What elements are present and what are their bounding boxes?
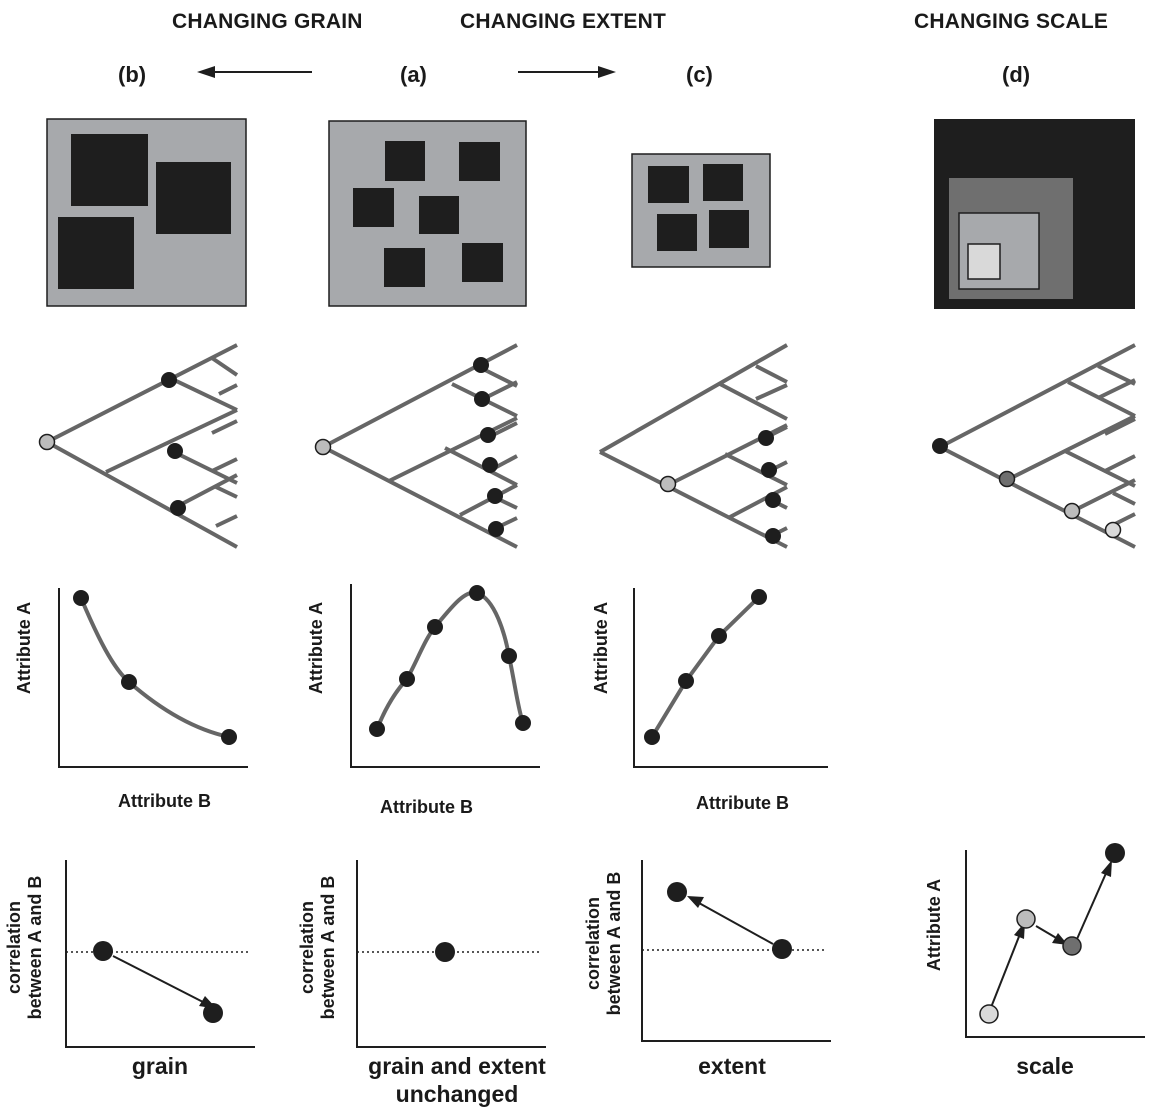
correlation-plot-c bbox=[641, 860, 831, 1042]
hierarchy-tree-a bbox=[314, 343, 518, 549]
x-axis-label-line1: grain and extent bbox=[368, 1053, 546, 1079]
landscape-panel-b bbox=[46, 118, 247, 307]
correlation-label-line2: between A and B bbox=[25, 875, 45, 1020]
hierarchy-tree-b bbox=[38, 343, 239, 549]
correlation-label-line2: between A and B bbox=[318, 875, 338, 1020]
x-axis-label-grain-and-extent-unchanged: grain and extent unchanged bbox=[332, 1052, 582, 1108]
y-axis-label-c: Attribute A bbox=[591, 601, 611, 695]
x-axis-label-extent: extent bbox=[698, 1053, 766, 1079]
arrow-left-icon bbox=[197, 66, 312, 78]
header-changing-grain: CHANGING GRAIN bbox=[172, 10, 363, 33]
x-axis-label-b: Attribute B bbox=[118, 791, 211, 811]
panel-label-a: (a) bbox=[400, 62, 427, 87]
correlation-label-line1: correlation bbox=[583, 896, 603, 991]
x-axis-label-scale: scale bbox=[1016, 1053, 1074, 1079]
y-axis-label-correlation-a: correlation between A and B bbox=[297, 855, 339, 1040]
y-axis-label-scale: Attribute A bbox=[924, 878, 944, 972]
landscape-panel-d-nested-scales bbox=[934, 119, 1135, 309]
panel-label-c: (c) bbox=[686, 62, 713, 87]
attribute-plot-b bbox=[58, 588, 248, 768]
y-axis-label-b: Attribute A bbox=[14, 601, 34, 695]
x-axis-label-grain: grain bbox=[131, 1053, 189, 1079]
attribute-plot-c bbox=[633, 588, 828, 768]
x-axis-label-line2: unchanged bbox=[395, 1081, 519, 1107]
correlation-plot-b bbox=[65, 860, 255, 1048]
panel-label-d: (d) bbox=[1002, 62, 1031, 87]
landscape-panel-c bbox=[631, 153, 771, 268]
y-axis-label-correlation-c: correlation between A and B bbox=[583, 851, 625, 1036]
y-axis-label-a: Attribute A bbox=[306, 601, 326, 695]
panel-label-b: (b) bbox=[118, 62, 147, 87]
x-axis-label-c: Attribute B bbox=[696, 793, 789, 813]
header-changing-extent: CHANGING EXTENT bbox=[460, 10, 667, 33]
landscape-panel-a bbox=[328, 120, 527, 307]
correlation-label-line1: correlation bbox=[4, 900, 24, 995]
correlation-label-line1: correlation bbox=[297, 900, 317, 995]
correlation-label-line2: between A and B bbox=[604, 871, 624, 1016]
hierarchy-tree-c bbox=[599, 343, 788, 549]
attribute-plot-a bbox=[350, 584, 540, 768]
hierarchy-tree-d bbox=[932, 343, 1136, 549]
x-axis-label-a: Attribute B bbox=[380, 797, 473, 817]
scale-plot-d bbox=[965, 843, 1145, 1038]
arrow-right-icon bbox=[518, 66, 616, 78]
correlation-plot-a bbox=[356, 860, 546, 1048]
header-changing-scale: CHANGING SCALE bbox=[914, 10, 1109, 33]
y-axis-label-correlation-b: correlation between A and B bbox=[4, 855, 46, 1040]
